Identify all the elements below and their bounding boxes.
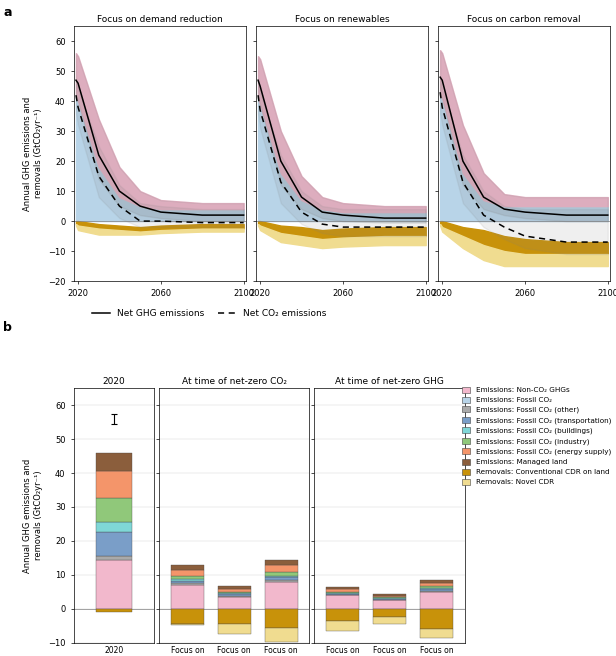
Legend: Net GHG emissions, Net CO₂ emissions: Net GHG emissions, Net CO₂ emissions xyxy=(89,305,330,321)
Bar xyxy=(265,577,298,580)
Bar xyxy=(218,589,251,592)
Y-axis label: Annual GHG emissions and
removals (GtCO₂yr⁻¹): Annual GHG emissions and removals (GtCO₂… xyxy=(23,459,43,573)
Bar xyxy=(218,586,251,589)
Bar xyxy=(265,580,298,582)
Bar xyxy=(218,596,251,597)
Bar xyxy=(171,583,204,585)
Bar xyxy=(218,597,251,609)
Bar xyxy=(326,589,359,592)
Legend: Emissions: Non-CO₂ GHGs, Emissions: Fossil CO₂, Emissions: Fossil CO₂ (other), E: Emissions: Non-CO₂ GHGs, Emissions: Foss… xyxy=(462,386,611,485)
Bar xyxy=(95,556,132,560)
Bar xyxy=(265,609,298,628)
Bar xyxy=(171,570,204,576)
Bar xyxy=(373,594,406,596)
Bar xyxy=(171,565,204,570)
Bar xyxy=(326,587,359,589)
Bar xyxy=(420,583,453,586)
Bar xyxy=(265,571,298,575)
Bar xyxy=(171,609,204,625)
Title: At time of net-zero CO₂: At time of net-zero CO₂ xyxy=(182,377,286,386)
Bar xyxy=(265,575,298,577)
Bar xyxy=(420,586,453,588)
Bar xyxy=(420,589,453,591)
Bar xyxy=(326,592,359,593)
Bar xyxy=(265,565,298,571)
Bar xyxy=(420,592,453,609)
Bar xyxy=(265,560,298,565)
Bar xyxy=(373,617,406,625)
Text: b: b xyxy=(3,321,12,335)
Bar xyxy=(171,579,204,581)
Title: Focus on carbon removal: Focus on carbon removal xyxy=(467,15,581,24)
Bar xyxy=(420,580,453,583)
Bar xyxy=(95,499,132,522)
Bar xyxy=(265,582,298,609)
Text: a: a xyxy=(3,7,12,20)
Y-axis label: Annual GHG emissions and
removals (GtCO₂yr⁻¹): Annual GHG emissions and removals (GtCO₂… xyxy=(23,96,43,211)
Title: 2020: 2020 xyxy=(103,377,125,386)
Bar xyxy=(218,625,251,634)
Bar xyxy=(95,522,132,533)
Bar xyxy=(326,609,359,621)
Bar xyxy=(420,588,453,589)
Bar xyxy=(326,593,359,594)
Bar xyxy=(171,581,204,583)
Bar xyxy=(218,609,251,625)
Bar xyxy=(373,609,406,617)
Bar xyxy=(420,629,453,638)
Bar xyxy=(373,600,406,609)
Bar xyxy=(218,593,251,594)
Title: Focus on renewables: Focus on renewables xyxy=(294,15,389,24)
Bar xyxy=(420,609,453,629)
Bar xyxy=(326,621,359,631)
Bar xyxy=(218,592,251,593)
Bar xyxy=(95,453,132,471)
Bar xyxy=(171,585,204,609)
Title: At time of net-zero GHG: At time of net-zero GHG xyxy=(335,377,444,386)
Bar xyxy=(326,594,359,595)
Bar xyxy=(326,595,359,609)
Bar xyxy=(171,576,204,579)
Bar xyxy=(373,596,406,598)
Title: Focus on demand reduction: Focus on demand reduction xyxy=(97,15,222,24)
Bar xyxy=(95,533,132,556)
Bar xyxy=(95,560,132,609)
Bar xyxy=(218,594,251,596)
Bar xyxy=(95,609,132,612)
Bar xyxy=(95,471,132,499)
Bar xyxy=(373,598,406,599)
Bar xyxy=(373,599,406,600)
Bar xyxy=(420,591,453,592)
Bar xyxy=(265,628,298,642)
